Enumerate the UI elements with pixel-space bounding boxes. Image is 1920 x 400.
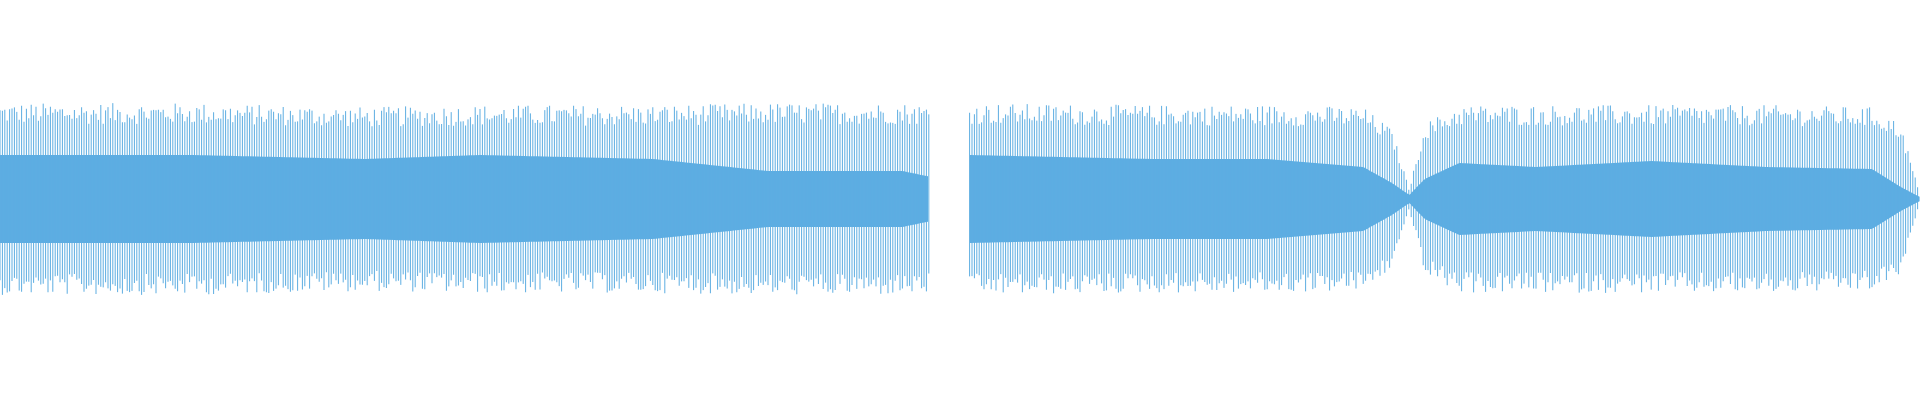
waveform-segment-2 (969, 104, 1920, 294)
waveform-segment-1 (0, 103, 930, 295)
waveform-peaks (969, 104, 1919, 294)
waveform-peaks (0, 103, 930, 295)
